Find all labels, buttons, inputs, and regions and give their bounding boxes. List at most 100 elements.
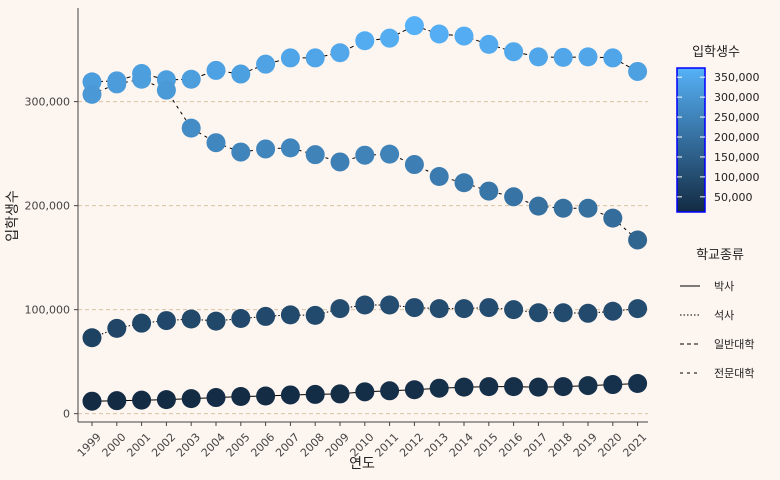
data-point <box>504 187 524 207</box>
data-point <box>429 24 449 44</box>
x-axis-title: 연도 <box>349 456 375 472</box>
data-point <box>305 384 325 404</box>
linetype-label: 일반대학 <box>714 337 754 351</box>
x-tick-label: 2013 <box>422 431 451 460</box>
data-point <box>330 43 350 63</box>
x-tick-label: 2015 <box>472 431 501 460</box>
x-tick-label: 2006 <box>248 431 277 460</box>
data-point <box>553 47 573 67</box>
data-point <box>156 390 176 410</box>
data-point <box>504 377 524 397</box>
data-point <box>603 208 623 228</box>
colorbar-tick-label: 150,000 <box>714 151 760 164</box>
data-point <box>404 16 424 36</box>
data-point <box>132 390 152 410</box>
color-legend: 입학생수 50,000 100,000 150,000 200,000 250,000 3… <box>676 45 760 213</box>
data-point <box>231 142 251 162</box>
y-tick-label: 0 <box>63 408 70 421</box>
x-tick-label: 2016 <box>496 431 525 460</box>
x-tick-label: 2020 <box>596 431 625 460</box>
colorbar-tick-label: 300,000 <box>714 91 760 104</box>
color-legend-title: 입학생수 <box>692 45 740 60</box>
data-point <box>628 230 648 250</box>
data-point <box>206 60 226 80</box>
x-tick-label: 2009 <box>323 431 352 460</box>
x-tick-label: 2012 <box>397 431 426 460</box>
data-point <box>355 382 375 402</box>
linetype-label: 박사 <box>714 280 734 293</box>
x-tick-label: 2004 <box>199 431 228 460</box>
data-point <box>256 139 276 159</box>
data-point <box>156 80 176 100</box>
x-tick-label: 2001 <box>124 431 153 460</box>
x-tick-label: 2011 <box>372 431 401 460</box>
data-points <box>82 16 648 411</box>
data-point <box>380 144 400 164</box>
data-point <box>454 377 474 397</box>
data-point <box>256 306 276 326</box>
data-point <box>107 391 127 411</box>
colorbar-tick-label: 350,000 <box>714 71 760 84</box>
x-tick-label: 2008 <box>298 431 327 460</box>
colorbar-tick-label: 200,000 <box>714 131 760 144</box>
linetype-legend-title: 학교종류 <box>696 248 744 263</box>
gridlines <box>78 101 648 415</box>
data-point <box>231 64 251 84</box>
data-point <box>429 378 449 398</box>
data-point <box>553 198 573 218</box>
data-point <box>454 26 474 46</box>
data-point <box>628 299 648 319</box>
data-point <box>528 196 548 216</box>
data-point <box>156 311 176 331</box>
data-point <box>603 301 623 321</box>
data-point <box>404 155 424 175</box>
data-point <box>107 318 127 338</box>
data-point <box>256 386 276 406</box>
data-point <box>280 385 300 405</box>
x-tick-label: 2007 <box>273 431 302 460</box>
data-point <box>355 295 375 315</box>
data-point <box>504 42 524 62</box>
data-point <box>132 313 152 333</box>
x-tick-label: 2018 <box>546 431 575 460</box>
data-point <box>504 300 524 320</box>
data-point <box>280 138 300 158</box>
data-point <box>454 299 474 319</box>
data-point <box>305 305 325 325</box>
data-point <box>181 309 201 329</box>
data-point <box>330 384 350 404</box>
data-point <box>429 299 449 319</box>
data-point <box>132 69 152 89</box>
data-point <box>206 311 226 331</box>
data-point <box>107 74 127 94</box>
y-tick-label: 100,000 <box>25 304 71 317</box>
data-point <box>578 376 598 396</box>
linetype-label: 전문대학 <box>714 367 754 380</box>
data-point <box>231 387 251 407</box>
y-tick-label: 300,000 <box>25 96 71 109</box>
colorbar-tick-label: 100,000 <box>714 171 760 184</box>
x-tick-label: 2019 <box>571 431 600 460</box>
data-point <box>181 389 201 409</box>
data-point <box>330 152 350 172</box>
x-tick-label: 2002 <box>149 431 178 460</box>
linetype-label: 석사 <box>714 309 734 322</box>
data-point <box>231 309 251 328</box>
axis-labels: 연도 입학생수 <box>5 190 375 472</box>
x-tick-label: 2003 <box>174 431 203 460</box>
data-point <box>528 47 548 67</box>
colorbar-tick-label: 50,000 <box>714 191 753 204</box>
data-point <box>305 145 325 165</box>
data-point <box>280 48 300 68</box>
data-point <box>528 303 548 323</box>
data-point <box>380 28 400 48</box>
data-point <box>479 181 499 201</box>
x-tick-label: 2014 <box>447 431 476 460</box>
data-point <box>305 48 325 68</box>
data-point <box>82 84 102 104</box>
y-tick-label: 200,000 <box>25 200 71 213</box>
data-point <box>553 303 573 323</box>
